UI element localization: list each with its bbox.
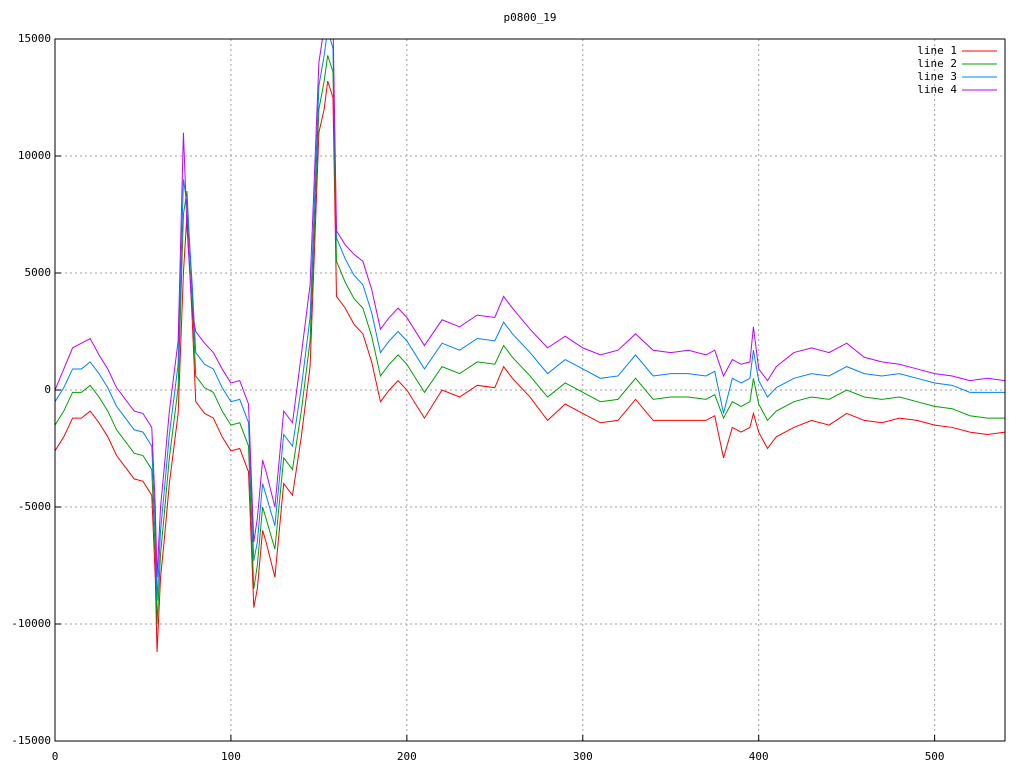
y-tick-label: -10000 [11,617,51,630]
y-tick-label: -15000 [11,734,51,747]
legend-label: line 3 [917,70,957,83]
y-tick-label: 10000 [18,149,51,162]
data-line [55,39,1005,601]
x-tick-label: 500 [925,750,945,763]
data-line [55,80,1005,653]
legend-label: line 2 [917,57,957,70]
x-tick-label: 0 [52,750,59,763]
y-tick-label: 15000 [18,32,51,45]
x-tick-label: 200 [397,750,417,763]
data-line [55,39,1005,578]
legend-label: line 1 [917,44,957,57]
y-tick-label: 0 [44,383,51,396]
chart-title: p0800_19 [504,11,557,24]
legend-label: line 4 [917,83,957,96]
y-tick-label: -5000 [18,500,51,513]
data-line [55,55,1005,625]
x-tick-label: 300 [573,750,593,763]
x-tick-label: 100 [221,750,241,763]
grid [54,38,1005,742]
plot-area [55,39,1005,653]
x-tick-label: 400 [749,750,769,763]
y-tick-label: 5000 [25,266,52,279]
